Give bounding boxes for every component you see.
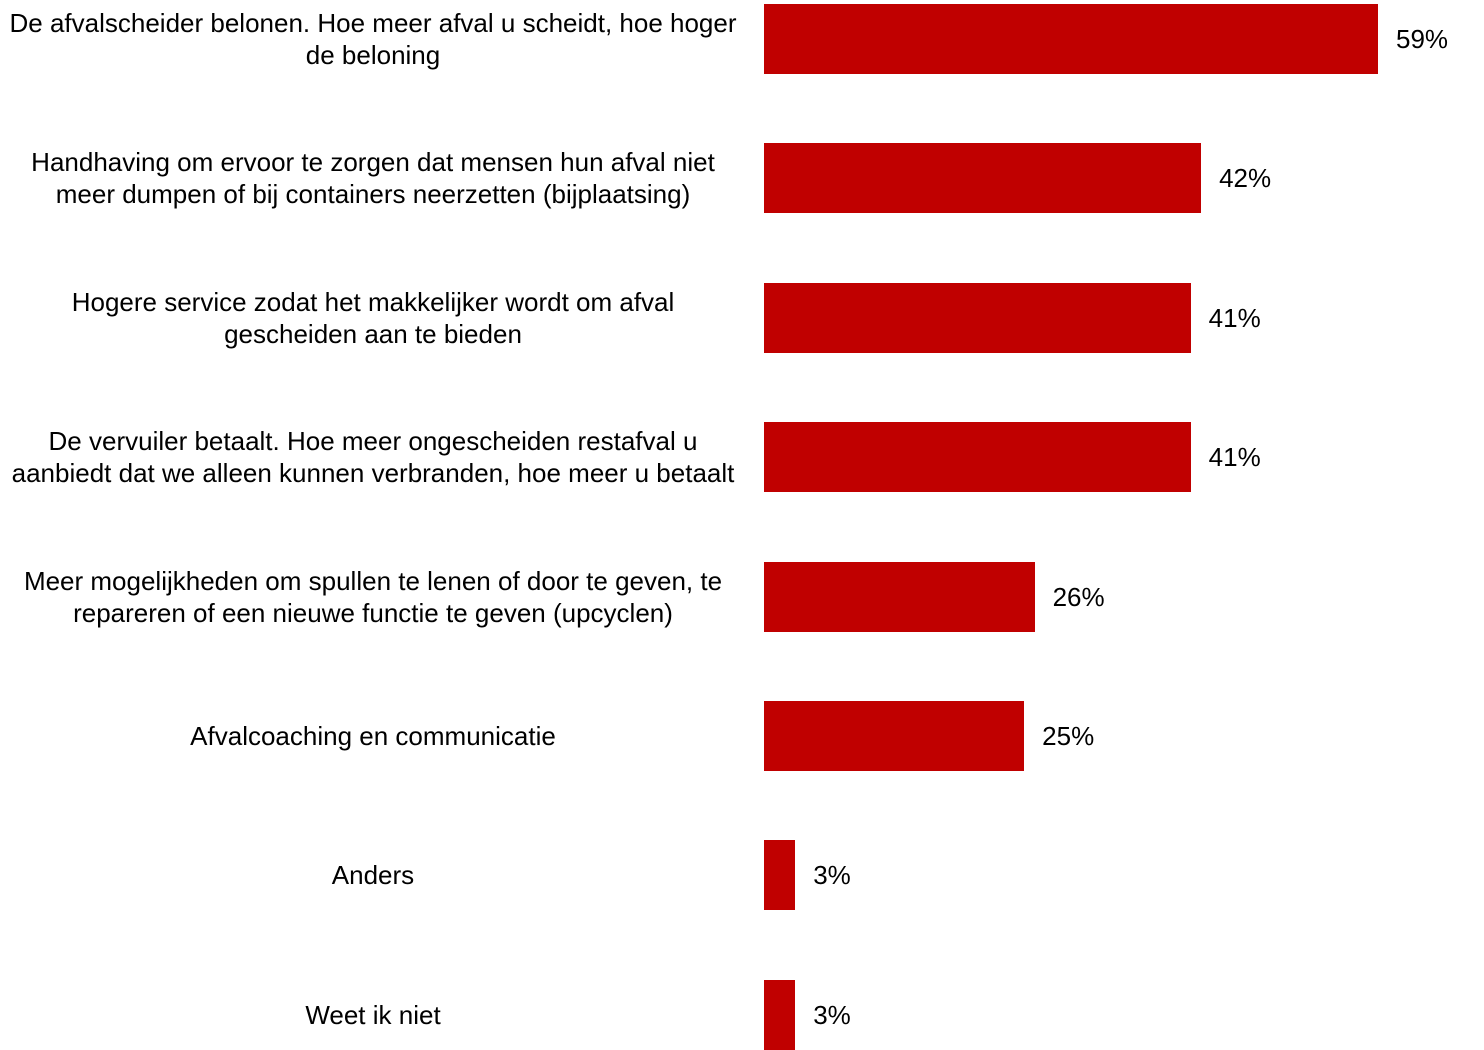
bar bbox=[764, 282, 1191, 353]
value-label: 25% bbox=[1042, 721, 1095, 751]
bar bbox=[764, 561, 1035, 632]
category-label: Afvalcoaching en communicatie bbox=[190, 721, 556, 751]
category-label: Hogere service zodat het makkelijker wor… bbox=[71, 286, 675, 349]
value-label: 26% bbox=[1052, 581, 1105, 612]
value-label: 41% bbox=[1208, 302, 1261, 333]
category-label: Weet ik niet bbox=[305, 999, 441, 1030]
category-label: Anders bbox=[331, 860, 415, 891]
category-label: De afvalscheider belonen. Hoe meer afval… bbox=[9, 8, 737, 70]
value-label: 41% bbox=[1208, 442, 1261, 473]
value-label: 59% bbox=[1396, 24, 1449, 54]
bar bbox=[764, 979, 796, 1050]
value-label: 3% bbox=[813, 999, 851, 1030]
bar bbox=[764, 701, 1025, 771]
category-label: Handhaving om ervoor te zorgen dat mense… bbox=[31, 147, 715, 210]
bar bbox=[764, 840, 796, 911]
value-label: 3% bbox=[813, 860, 851, 891]
category-label: Meer mogelijkheden om spullen te lenen o… bbox=[23, 565, 723, 628]
bar bbox=[764, 143, 1202, 214]
category-label: De vervuiler betaalt. Hoe meer ongeschei… bbox=[11, 426, 735, 489]
bar bbox=[764, 4, 1378, 74]
value-label: 42% bbox=[1219, 163, 1272, 194]
bar bbox=[764, 422, 1191, 493]
